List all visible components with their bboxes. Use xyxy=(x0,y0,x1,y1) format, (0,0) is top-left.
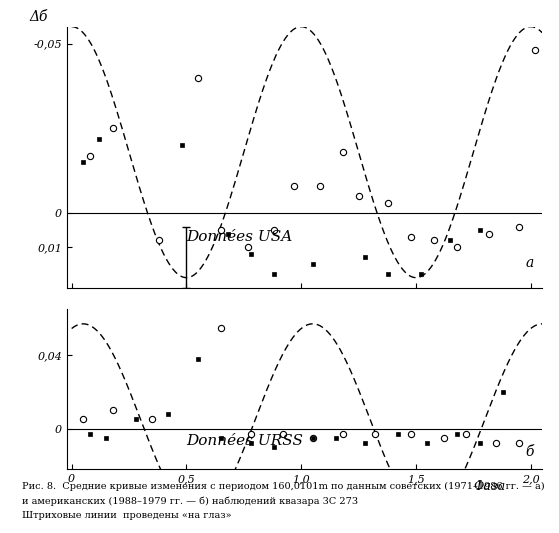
Text: a: a xyxy=(525,256,534,270)
Text: б: б xyxy=(525,445,534,459)
Text: Données URSS: Données URSS xyxy=(186,434,303,448)
Text: Штриховые линии  проведены «на глаз»: Штриховые линии проведены «на глаз» xyxy=(22,511,232,520)
Text: и американских (1988–1979 гг. — б) наблюдений квазара 3С 273: и американских (1988–1979 гг. — б) наблю… xyxy=(22,497,358,506)
Text: Δб: Δб xyxy=(29,11,48,25)
Text: Рис. 8.  Средние кривые изменения с периодом 160,0101m по данным советских (1971: Рис. 8. Средние кривые изменения с перио… xyxy=(22,482,545,491)
Text: Фаза: Фаза xyxy=(473,480,505,493)
Text: Données USA: Données USA xyxy=(186,230,292,244)
